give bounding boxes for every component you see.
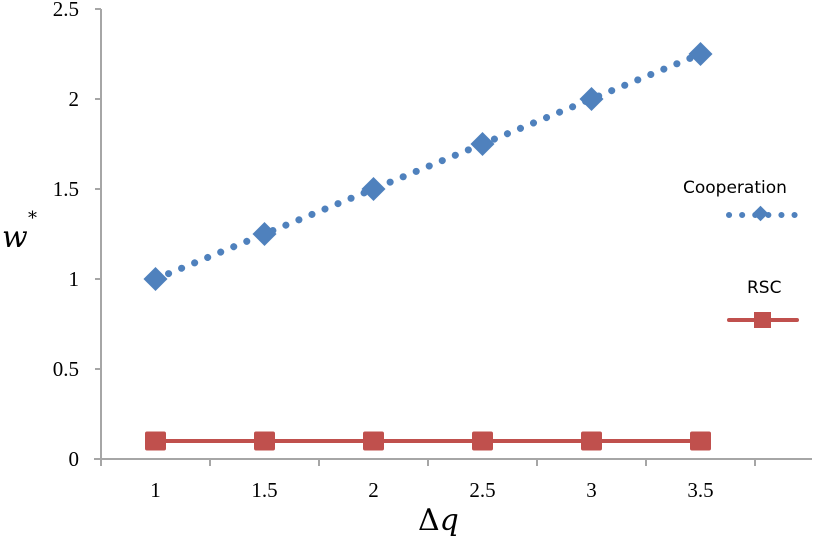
y-tick-label: 0 <box>69 447 80 471</box>
data-point <box>363 431 384 451</box>
svg-text:*: * <box>28 208 37 229</box>
data-point <box>472 431 493 451</box>
data-point <box>145 431 166 451</box>
legend: Cooperation RSC <box>683 178 800 328</box>
y-tick-label: 1 <box>69 267 80 291</box>
x-tick-label: 3 <box>586 478 597 502</box>
plot-area <box>143 41 713 451</box>
data-point <box>688 41 713 67</box>
x-axis: 1 1.5 2 2.5 3 3.5 <box>94 458 812 502</box>
y-axis: 0 0.5 1 1.5 2 2.5 <box>53 0 102 471</box>
x-tick-label: 2.5 <box>469 478 495 502</box>
data-point <box>581 431 602 451</box>
x-tick-label: 3.5 <box>687 478 713 502</box>
y-tick-label: 1.5 <box>53 177 79 201</box>
square-marker-icon <box>754 312 771 328</box>
data-point <box>143 266 168 292</box>
data-point <box>470 131 495 157</box>
svg-text:Cooperation: Cooperation <box>683 178 787 198</box>
data-point <box>252 221 277 247</box>
series-cooperation <box>143 41 713 292</box>
legend-item-cooperation: Cooperation <box>683 178 800 222</box>
svg-text:RSC: RSC <box>747 278 781 298</box>
x-tick-label: 1.5 <box>251 478 277 502</box>
x-tick-label: 1 <box>150 478 161 502</box>
data-point <box>690 431 711 451</box>
legend-item-rsc: RSC <box>727 278 799 328</box>
y-axis-title: w * <box>2 208 37 255</box>
diamond-marker-icon <box>752 205 769 222</box>
y-tick-label: 2.5 <box>53 0 79 21</box>
x-axis-title: Δq <box>418 503 459 538</box>
data-point <box>579 86 604 112</box>
y-tick-label: 2 <box>69 87 80 111</box>
svg-text:w: w <box>2 220 28 255</box>
data-point <box>254 431 275 451</box>
x-tick-label: 2 <box>368 478 379 502</box>
y-tick-label: 0.5 <box>53 357 79 381</box>
series-rsc <box>145 431 711 451</box>
data-point <box>361 176 386 202</box>
